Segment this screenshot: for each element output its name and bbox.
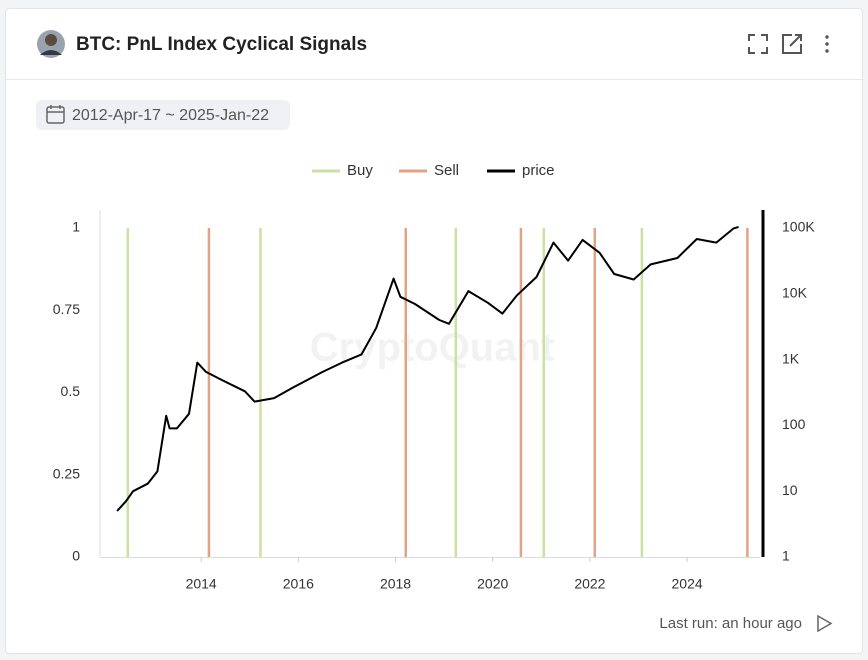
legend-label: price — [522, 162, 555, 179]
legend-label: Sell — [434, 162, 459, 179]
y2-tick-label: 1 — [782, 548, 790, 564]
y-tick-label: 0.75 — [53, 301, 80, 317]
card-title: BTC: PnL Index Cyclical Signals — [76, 34, 367, 55]
x-tick-label: 2024 — [672, 576, 703, 592]
x-tick-label: 2014 — [186, 576, 217, 592]
y-tick-label: 0.25 — [53, 465, 80, 481]
x-tick-label: 2020 — [477, 576, 508, 592]
x-tick-label: 2016 — [283, 576, 314, 592]
x-tick-label: 2018 — [380, 576, 411, 592]
y2-tick-label: 1K — [782, 350, 800, 366]
y2-tick-label: 100 — [782, 416, 806, 432]
y-tick-label: 0.5 — [61, 383, 81, 399]
watermark: CryptoQuant — [310, 326, 554, 370]
y-tick-label: 0 — [72, 548, 80, 564]
plot: 0 0.25 0.5 0.75 1 1 10 100 1K 10K 100K 2014 2016 2018… — [53, 162, 816, 592]
menu-icon[interactable] — [825, 35, 829, 53]
price-line — [116, 225, 739, 512]
y2-tick-label: 10 — [782, 482, 798, 498]
legend-label: Buy — [347, 162, 373, 179]
run-icon[interactable] — [817, 614, 833, 633]
date-range[interactable]: 2012-Apr-17 ~ 2025-Jan-22 — [72, 107, 269, 124]
last-run: Last run: an hour ago — [659, 615, 802, 632]
calendar-icon — [46, 105, 65, 124]
y2-tick-label: 10K — [782, 285, 808, 301]
y2-tick-label: 100K — [782, 219, 815, 235]
y-tick-label: 1 — [72, 219, 80, 235]
open-icon[interactable] — [782, 34, 802, 54]
card-frame — [5, 8, 863, 654]
avatar — [37, 30, 65, 58]
date-chip[interactable] — [36, 100, 290, 130]
expand-icon[interactable] — [748, 34, 768, 54]
x-tick-label: 2022 — [574, 576, 605, 592]
